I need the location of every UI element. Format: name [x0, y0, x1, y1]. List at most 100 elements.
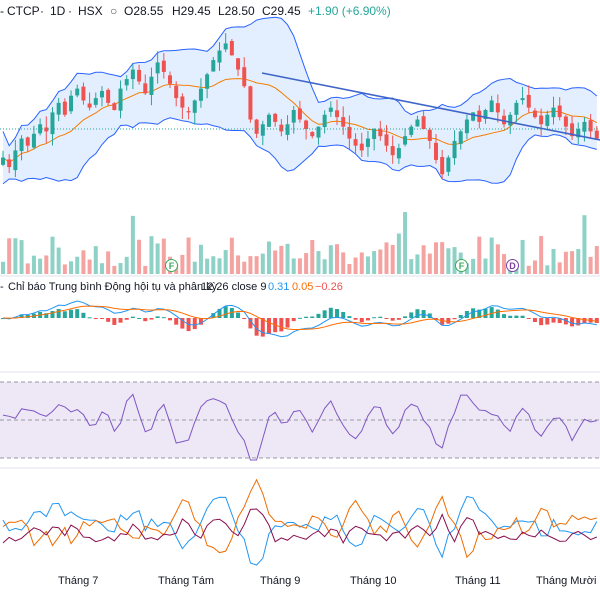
volume-bar — [192, 261, 197, 274]
volume-bar — [161, 238, 166, 274]
candle-body — [409, 126, 414, 135]
candle-body — [353, 139, 358, 146]
candle-body — [403, 136, 408, 145]
candle-body — [143, 83, 148, 94]
candle-body — [44, 127, 49, 132]
macd-histogram-bar — [291, 318, 296, 322]
volume-bar — [403, 212, 408, 274]
macd-histogram-bar — [198, 318, 203, 325]
volume-bar — [93, 246, 98, 274]
candle-body — [594, 130, 599, 139]
volume-bar — [532, 260, 537, 274]
macd-histogram-bar — [137, 317, 142, 319]
macd-histogram-bar — [446, 318, 451, 324]
candle-body — [582, 121, 587, 132]
volume-bar — [347, 263, 352, 274]
candle-body — [304, 120, 309, 130]
high-value: H29.45 — [172, 4, 211, 18]
macd-histogram-bar — [285, 318, 290, 328]
macd-histogram-bar — [520, 315, 525, 318]
volume-bar — [248, 256, 253, 274]
macd-histogram-bar — [551, 318, 556, 323]
volume-bar — [477, 236, 482, 274]
volume-bar — [452, 247, 457, 274]
candle-body — [186, 111, 191, 113]
macd-histogram-bar — [415, 309, 420, 318]
macd-histogram-bar — [582, 318, 587, 323]
x-tick-label: Tháng Mười hai — [536, 575, 600, 587]
volume-bar — [489, 237, 494, 274]
candle-body — [56, 102, 61, 115]
macd-histogram-bar — [266, 318, 271, 334]
macd-name: Chỉ báo Trung bình Động hội tụ và phân k… — [8, 281, 218, 293]
symbol-name[interactable]: CTCP — [7, 4, 40, 18]
candle-body — [335, 110, 340, 118]
volume-bar — [242, 261, 247, 274]
volume-bar — [384, 242, 389, 274]
macd-histogram-bar — [365, 318, 370, 321]
candle-body — [236, 58, 241, 70]
macd-histogram-bar — [563, 318, 568, 325]
candle-body — [192, 100, 197, 113]
macd-histogram-bar — [390, 318, 395, 321]
candle-body — [526, 94, 531, 108]
candle-body — [415, 119, 420, 127]
macd-histogram-bar — [483, 308, 488, 318]
volume-bar — [396, 233, 401, 274]
candle-body — [242, 67, 247, 87]
candle-body — [322, 114, 327, 128]
macd-histogram-bar — [254, 318, 259, 336]
volume-bar — [38, 258, 43, 274]
candle-body — [50, 112, 55, 135]
signal-line — [2, 305, 597, 331]
macd-histogram-bar — [372, 317, 377, 319]
volume-bar — [365, 256, 370, 274]
event-badge-f[interactable]: F — [165, 259, 178, 272]
volume-bar — [427, 253, 432, 274]
macd-histogram-bar — [310, 316, 315, 318]
candle-body — [38, 124, 43, 134]
candle-body — [217, 50, 222, 63]
candle-body — [557, 105, 562, 118]
volume-bar — [13, 238, 18, 274]
volume-bar — [1, 261, 5, 274]
candle-body — [421, 116, 426, 130]
macd-histogram-bar — [56, 309, 61, 318]
candle-body — [316, 126, 321, 138]
volume-bar — [143, 265, 148, 274]
candle-body — [180, 96, 185, 108]
macd-histogram-bar — [75, 309, 80, 318]
interval-label[interactable]: 1D — [50, 4, 66, 18]
macd-histogram-bar — [211, 313, 216, 318]
volume-bar — [155, 243, 160, 274]
status-dot-icon: ○ — [110, 4, 118, 18]
volume-bar — [118, 263, 123, 274]
macd-histogram-bar — [570, 318, 575, 327]
volume-bar — [557, 262, 562, 274]
candle-body — [458, 131, 463, 144]
macd-histogram-bar — [260, 318, 265, 337]
candle-body — [168, 75, 173, 84]
macd-histogram-bar — [248, 318, 253, 329]
volume-bar — [421, 245, 426, 274]
macd-histogram-bar — [335, 309, 340, 318]
macd-histogram-bar — [217, 308, 222, 318]
event-badge-f[interactable]: F — [455, 259, 468, 272]
candle-body — [359, 143, 364, 151]
volume-bar — [304, 253, 309, 274]
volume-bar — [372, 251, 377, 274]
macd-histogram-bar — [477, 309, 482, 318]
volume-bar — [254, 256, 259, 274]
volume-bar — [563, 251, 568, 274]
exchange-label: HSX — [78, 4, 103, 18]
histogram-value: −0.26 — [315, 281, 343, 293]
macd-histogram-bar — [112, 318, 117, 325]
event-badge-d[interactable]: D — [506, 259, 519, 272]
candle-body — [106, 89, 111, 103]
candle-body — [440, 157, 445, 175]
macd-histogram-bar — [130, 316, 135, 318]
candle-body — [520, 98, 525, 101]
candle-body — [273, 113, 278, 122]
macd-histogram-bar — [502, 314, 507, 318]
